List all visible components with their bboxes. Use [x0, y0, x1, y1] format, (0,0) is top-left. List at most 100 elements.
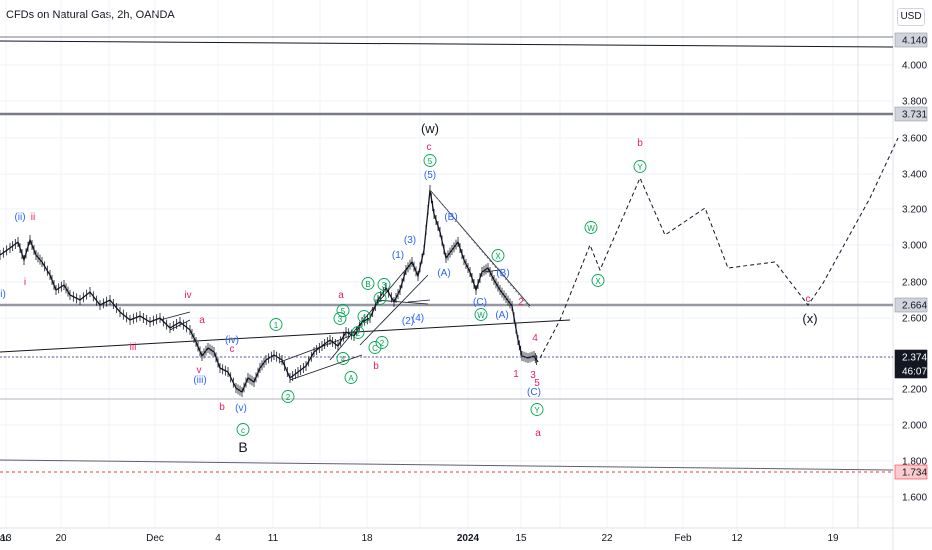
pattern-line [483, 269, 501, 273]
wave-circle [584, 221, 598, 234]
currency-button[interactable]: USD [897, 8, 925, 26]
y-tick-label: 3.400 [902, 170, 927, 181]
wave-label: (5) [424, 170, 436, 181]
wave-label: Y [534, 406, 540, 415]
price-tag-label: 4.140 [902, 36, 927, 47]
y-tick-label: 3.200 [902, 205, 927, 216]
wave-label: 5 [341, 307, 346, 316]
x-tick-label: 4 [215, 533, 221, 544]
price-tag-bg [894, 106, 928, 122]
wave-circle [375, 336, 389, 349]
y-tick-label: 2.200 [902, 385, 927, 396]
y-tick-label: 4.000 [902, 61, 927, 72]
trend-drawings [0, 137, 899, 381]
wave-label: (3) [404, 235, 416, 246]
wave-label: 2 [286, 393, 291, 402]
wave-circle [633, 160, 647, 173]
x-tick-label: 11 [268, 533, 279, 544]
wave-label: Y [637, 163, 643, 172]
x-tick-label: 12 [731, 533, 743, 544]
wave-circle [236, 423, 250, 436]
horizontal-levels [0, 36, 894, 473]
wave-label: a [338, 290, 344, 301]
y-tick-label: 2.800 [902, 278, 927, 289]
wave-circle [344, 371, 358, 384]
price-series [0, 185, 539, 397]
y-tick-label: 1.600 [902, 493, 927, 504]
wave-circle [361, 277, 375, 290]
y-tick-label: 3.000 [902, 241, 927, 252]
wave-label: c [427, 142, 432, 153]
price-tag-label: 46:07 [902, 367, 927, 378]
wave-label: A [348, 374, 354, 383]
y-tick-label: 2.600 [902, 314, 927, 325]
x-tick-label: 22 [601, 533, 613, 544]
wave-label: (C) [527, 387, 541, 398]
pattern-line [429, 189, 531, 307]
price-tag-bg [894, 32, 928, 48]
wave-circle [351, 326, 365, 339]
wave-label: b [219, 402, 225, 413]
wave-label: 5 [534, 378, 540, 389]
wave-label: 3 [338, 315, 343, 324]
x-tick-label: 13 [0, 533, 12, 544]
wave-circle [474, 308, 488, 321]
wave-label: 4 [532, 333, 538, 344]
x-tick-label: Feb [674, 533, 692, 544]
wave-label: c [241, 426, 245, 435]
wave-label: 1 [513, 369, 519, 380]
wave-circle [336, 352, 350, 365]
price-tag-label: 3.731 [902, 110, 927, 121]
wave-circle [368, 341, 382, 354]
pattern-line [279, 335, 351, 363]
y-tick-label: 1.800 [902, 457, 927, 468]
wave-label: X [495, 252, 501, 261]
wave-circle [423, 154, 437, 167]
wave-label: c [230, 344, 235, 355]
wave-label: W [587, 224, 595, 233]
wave-circle [269, 318, 283, 331]
wave-label: i) [0, 289, 6, 300]
wave-label: ii [31, 212, 35, 223]
wave-label: (A) [437, 268, 450, 279]
y-tick-label: 2.000 [902, 421, 927, 432]
wave-label: 2 [380, 339, 385, 348]
wave-label: 4 [341, 355, 346, 364]
wave-label: 1 [274, 321, 279, 330]
wave-label: iv [184, 290, 191, 301]
wave-label: 2 [518, 297, 524, 308]
wave-label: b [637, 138, 643, 149]
price-tag-bg [894, 464, 928, 480]
wave-label: X [595, 277, 601, 286]
price-axis: 4.000 3.800 3.600 3.400 3.200 3.000 2.800 2.600… [894, 32, 928, 504]
wave-label: (1) [392, 250, 404, 261]
wave-label: (iv) [225, 335, 239, 346]
wave-label: (v) [235, 403, 247, 414]
wave-circle [336, 304, 350, 317]
wave-label: (4) [412, 313, 424, 324]
x-tick-label: Mar [0, 533, 9, 544]
price-tag-label: 1.734 [902, 468, 927, 479]
pattern-line [169, 319, 191, 331]
x-tick-label: 19 [827, 533, 839, 544]
pattern-line [359, 274, 429, 346]
trend-line [0, 319, 571, 353]
wave-label: 3 [530, 370, 536, 381]
wave-label: iii [130, 342, 137, 353]
wave-label: (iii) [193, 375, 206, 386]
wave-circle [333, 312, 347, 325]
wave-label: b [373, 361, 379, 372]
wave-label: (x) [802, 311, 817, 326]
wave-label: 1 [378, 295, 383, 304]
price-tag-bg [894, 363, 928, 379]
wave-circle [591, 274, 605, 287]
wave-label: a [535, 428, 541, 439]
y-tick-label: 3.600 [902, 134, 927, 145]
chart-title: CFDs on Natural Gas, 2h, OANDA [6, 9, 175, 21]
wave-circle [377, 278, 391, 291]
time-axis: 13 20 Dec 4 11 18 2024 15 22 Feb 12 19 Mar [0, 533, 839, 544]
wave-label: i [24, 277, 26, 288]
channel-line [429, 189, 531, 309]
